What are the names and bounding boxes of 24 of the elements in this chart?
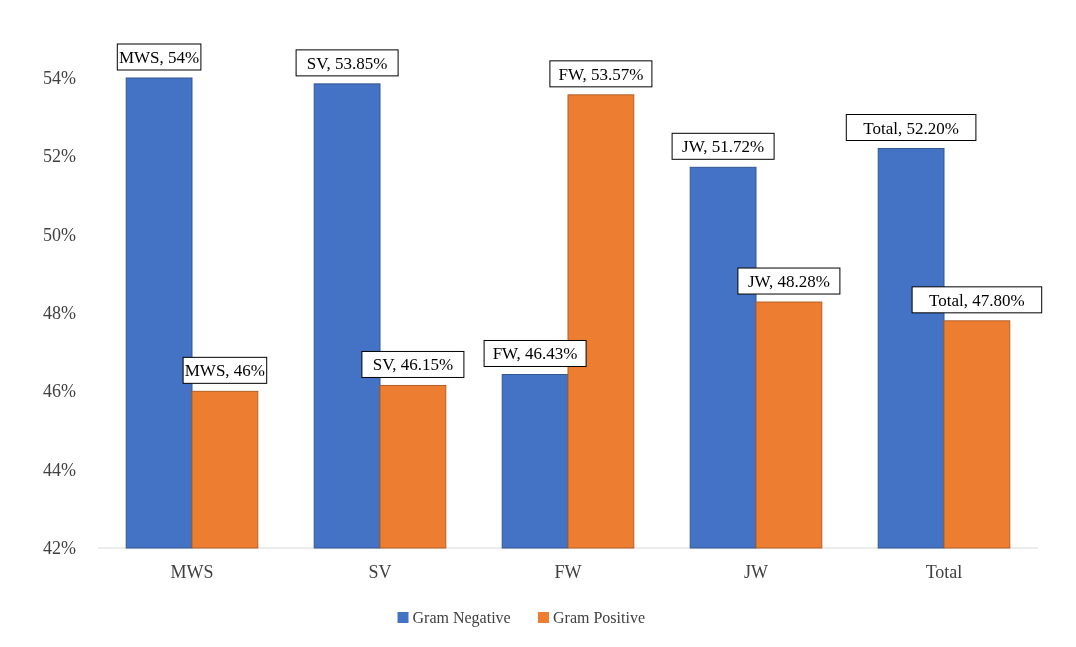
data-label: SV, 46.15% xyxy=(372,355,454,375)
data-label: Total, 47.80% xyxy=(929,290,1025,310)
x-tick-label: MWS xyxy=(170,562,214,582)
x-tick-label: SV xyxy=(368,562,392,582)
x-tick-label: JW xyxy=(744,562,768,582)
y-tick-label: 48% xyxy=(43,303,76,323)
y-tick-label: 50% xyxy=(43,224,76,245)
y-tick-label: 52% xyxy=(43,146,76,167)
y-tick-label: 44% xyxy=(43,459,76,480)
y-tick-label: 42% xyxy=(43,538,76,558)
data-label: Total, 52.20% xyxy=(863,118,959,138)
y-tick-label: 54% xyxy=(43,68,76,88)
legend-label: Gram Negative xyxy=(412,609,511,627)
data-label: FW, 53.57% xyxy=(558,64,644,84)
data-label: JW, 51.72% xyxy=(682,137,765,157)
legend-label: Gram Positive xyxy=(553,609,645,626)
data-label: SV, 53.85% xyxy=(306,53,388,73)
data-label: MWS, 54% xyxy=(118,48,200,67)
x-tick-label: FW xyxy=(554,562,582,582)
data-label: JW, 48.28% xyxy=(747,272,830,292)
data-label: FW, 46.43% xyxy=(492,344,578,364)
data-label: MWS, 46% xyxy=(184,361,266,381)
y-tick-label: 46% xyxy=(43,381,76,402)
x-tick-label: Total xyxy=(925,562,963,582)
